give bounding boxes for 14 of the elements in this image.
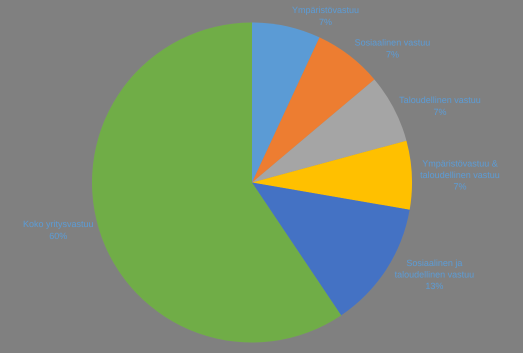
- data-label: 7%: [433, 106, 446, 117]
- data-label: 7%: [318, 16, 332, 27]
- pie-slice: [252, 140, 412, 210]
- data-label: 13%: [425, 281, 444, 292]
- pie-slice: [252, 22, 320, 182]
- data-label: 60%: [49, 230, 68, 241]
- slice-label: Sosiaalinen vastuu: [354, 38, 430, 48]
- slice-label: Ympäristövastuu: [292, 5, 360, 16]
- slice-label: Koko yritysvastuu: [22, 219, 94, 230]
- slice-label: Taloudellinen vastuu: [399, 95, 481, 106]
- slice-label: Ympäristövastuu & taloudellinen vastuu: [420, 158, 500, 180]
- data-label: 7%: [386, 49, 399, 60]
- data-label: 7%: [453, 182, 466, 192]
- slice-label: Sosiaalinen ja taloudellinen vastuu: [394, 258, 474, 280]
